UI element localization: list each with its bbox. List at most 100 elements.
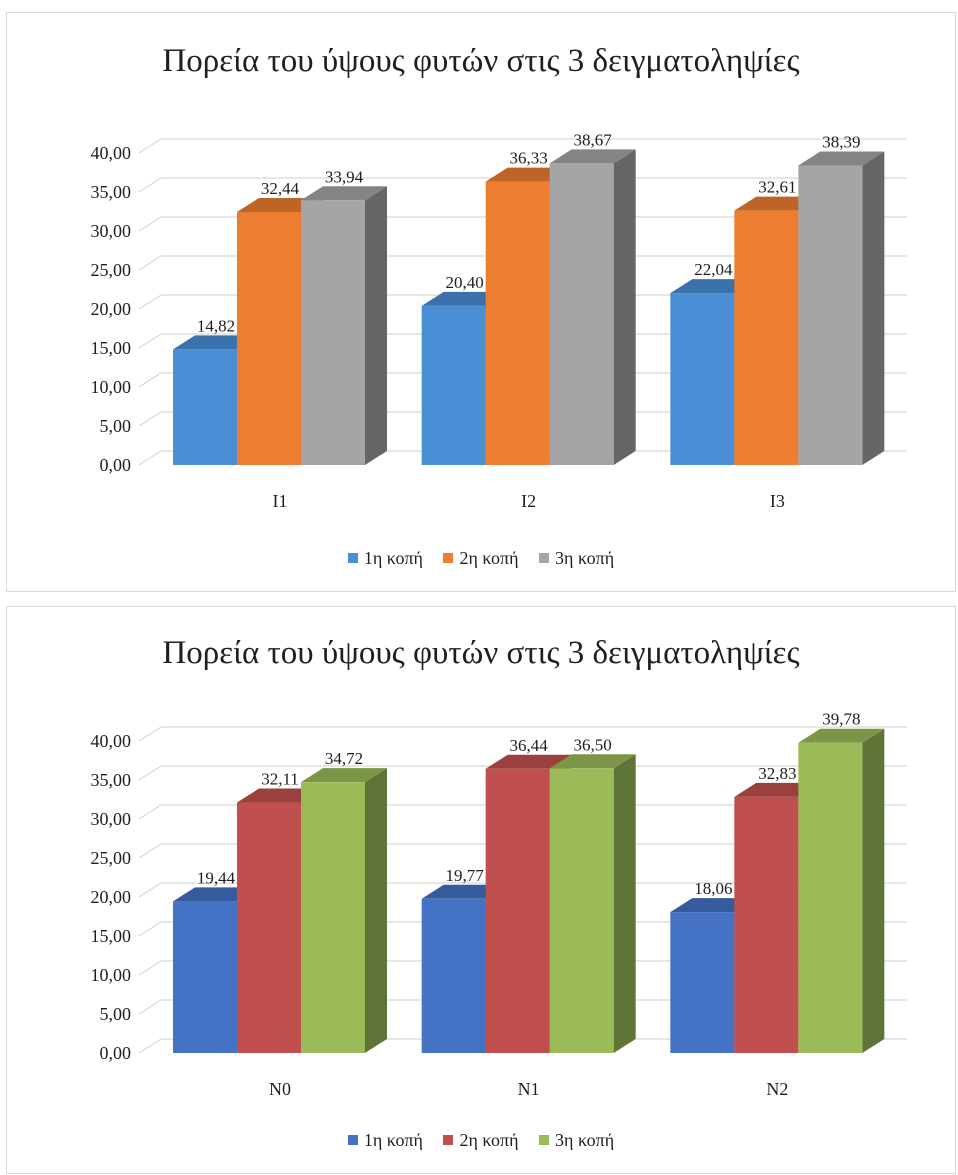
legend-swatch (347, 553, 358, 563)
data-label: 38,39 (822, 133, 860, 152)
bar-side (613, 149, 636, 465)
data-label: 14,82 (197, 316, 235, 335)
bar (485, 768, 550, 1053)
chart-panel-1: Πορεία του ύψους φυτών στις 3 δειγματολη… (6, 12, 956, 592)
legend-label: 2η κοπή (459, 547, 519, 568)
y-tick-label: 40,00 (91, 143, 132, 163)
bar-top (549, 149, 636, 164)
data-label: 33,94 (325, 167, 364, 186)
bar-top (301, 186, 387, 201)
gridline-diagonal (138, 333, 162, 349)
legend-swatch (539, 553, 550, 563)
chart-legend: 1η κοπή 2η κοπή 3η κοπή (7, 547, 955, 569)
data-label: 36,50 (574, 735, 612, 754)
data-label: 36,33 (510, 149, 548, 168)
data-label: 36,44 (510, 736, 549, 755)
y-tick-label: 0,00 (100, 455, 132, 475)
y-tick-label: 30,00 (91, 809, 132, 829)
legend-item: 2η κοπή (443, 1129, 519, 1151)
gridline-diagonal (138, 255, 162, 271)
gridline-diagonal (138, 138, 162, 154)
y-tick-label: 20,00 (91, 299, 132, 319)
chart-title: Πορεία του ύψους φυτών στις 3 δειγματολη… (162, 635, 800, 671)
bar-top (485, 754, 572, 769)
y-tick-label: 35,00 (91, 770, 132, 790)
chart-plot-2: 0,00 5,00 10,00 15,00 20,00 25,00 30,00 35,00 40… (91, 710, 907, 1099)
y-tick-label: 15,00 (91, 926, 132, 946)
bar (301, 200, 365, 465)
gridline-diagonal (138, 960, 162, 976)
legend-label: 2η κοπή (459, 1129, 519, 1150)
bar (485, 181, 550, 465)
gridline-diagonal (138, 411, 162, 427)
data-label: 22,04 (694, 260, 733, 279)
legend-swatch (443, 1135, 454, 1145)
bar (237, 211, 301, 465)
bar (734, 210, 799, 465)
gridline-diagonal (138, 294, 162, 310)
legend-label: 3η κοπή (555, 547, 615, 568)
data-label: 32,61 (758, 178, 796, 197)
legend-item: 2η κοπή (443, 547, 519, 569)
x-tick-label: N2 (766, 1079, 788, 1099)
x-tick-label: I3 (770, 491, 785, 511)
chart-legend: 1η κοπή 2η κοπή 3η κοπή (7, 1129, 955, 1151)
gridline-diagonal (138, 177, 162, 193)
data-label: 19,44 (197, 868, 236, 887)
y-tick-label: 40,00 (91, 731, 132, 751)
x-tick-label: N0 (269, 1079, 291, 1099)
legend-label: 1η κοπή (363, 547, 423, 568)
data-label: 20,40 (446, 273, 484, 292)
gridline-diagonal (138, 450, 162, 466)
data-labels: 14,82 32,44 33,94 20,40 36,33 38,67 22,04 32,61… (197, 130, 861, 335)
bar-side (365, 186, 387, 465)
bar-side (862, 728, 885, 1053)
gridline-diagonal (138, 765, 162, 781)
legend-swatch (443, 553, 454, 563)
x-tick-label: I1 (273, 491, 288, 511)
bar (173, 901, 237, 1053)
gridline-diagonal (138, 999, 162, 1015)
data-label: 32,83 (758, 764, 796, 783)
gridline-diagonal (138, 804, 162, 820)
legend-label: 1η κοπή (363, 1129, 423, 1150)
gridline-diagonal (138, 216, 162, 232)
gridline-diagonal (138, 372, 162, 388)
data-label: 32,44 (261, 179, 300, 198)
bar-top (549, 754, 636, 769)
gridline-diagonal (138, 843, 162, 859)
bar (670, 912, 735, 1053)
legend-swatch (347, 1135, 358, 1145)
bar-top (301, 768, 387, 783)
data-label: 38,67 (574, 130, 613, 149)
bar (549, 163, 614, 465)
x-tick-label: I2 (521, 491, 536, 511)
y-tick-label: 0,00 (100, 1043, 132, 1063)
data-label: 19,77 (446, 866, 485, 885)
bars (173, 149, 885, 466)
bar-side (613, 754, 636, 1053)
y-tick-label: 35,00 (91, 182, 132, 202)
bar (421, 305, 486, 465)
y-tick-label: 25,00 (91, 260, 132, 280)
bar (734, 796, 799, 1053)
bar (549, 768, 614, 1053)
y-tick-label: 25,00 (91, 848, 132, 868)
bar (798, 165, 863, 466)
chart-plot-1: 0,00 5,00 10,00 15,00 20,00 25,00 30,00 35,00 40… (91, 130, 907, 511)
gridline-diagonal (138, 882, 162, 898)
gridline-diagonal (138, 1038, 162, 1054)
y-tick-label: 10,00 (91, 377, 132, 397)
y-tick-label: 5,00 (100, 1004, 132, 1024)
y-tick-label: 10,00 (91, 965, 132, 985)
chart-title: Πορεία του ύψους φυτών στις 3 δειγματολη… (162, 43, 800, 79)
bar-side (862, 151, 885, 466)
x-tick-label: N1 (518, 1079, 540, 1099)
legend-label: 3η κοπή (555, 1129, 615, 1150)
bar-top (798, 151, 885, 166)
y-tick-label: 5,00 (100, 416, 132, 436)
bar-top (798, 728, 885, 743)
bars (173, 728, 885, 1053)
legend-item: 3η κοπή (539, 548, 614, 569)
data-label: 32,11 (261, 770, 299, 789)
